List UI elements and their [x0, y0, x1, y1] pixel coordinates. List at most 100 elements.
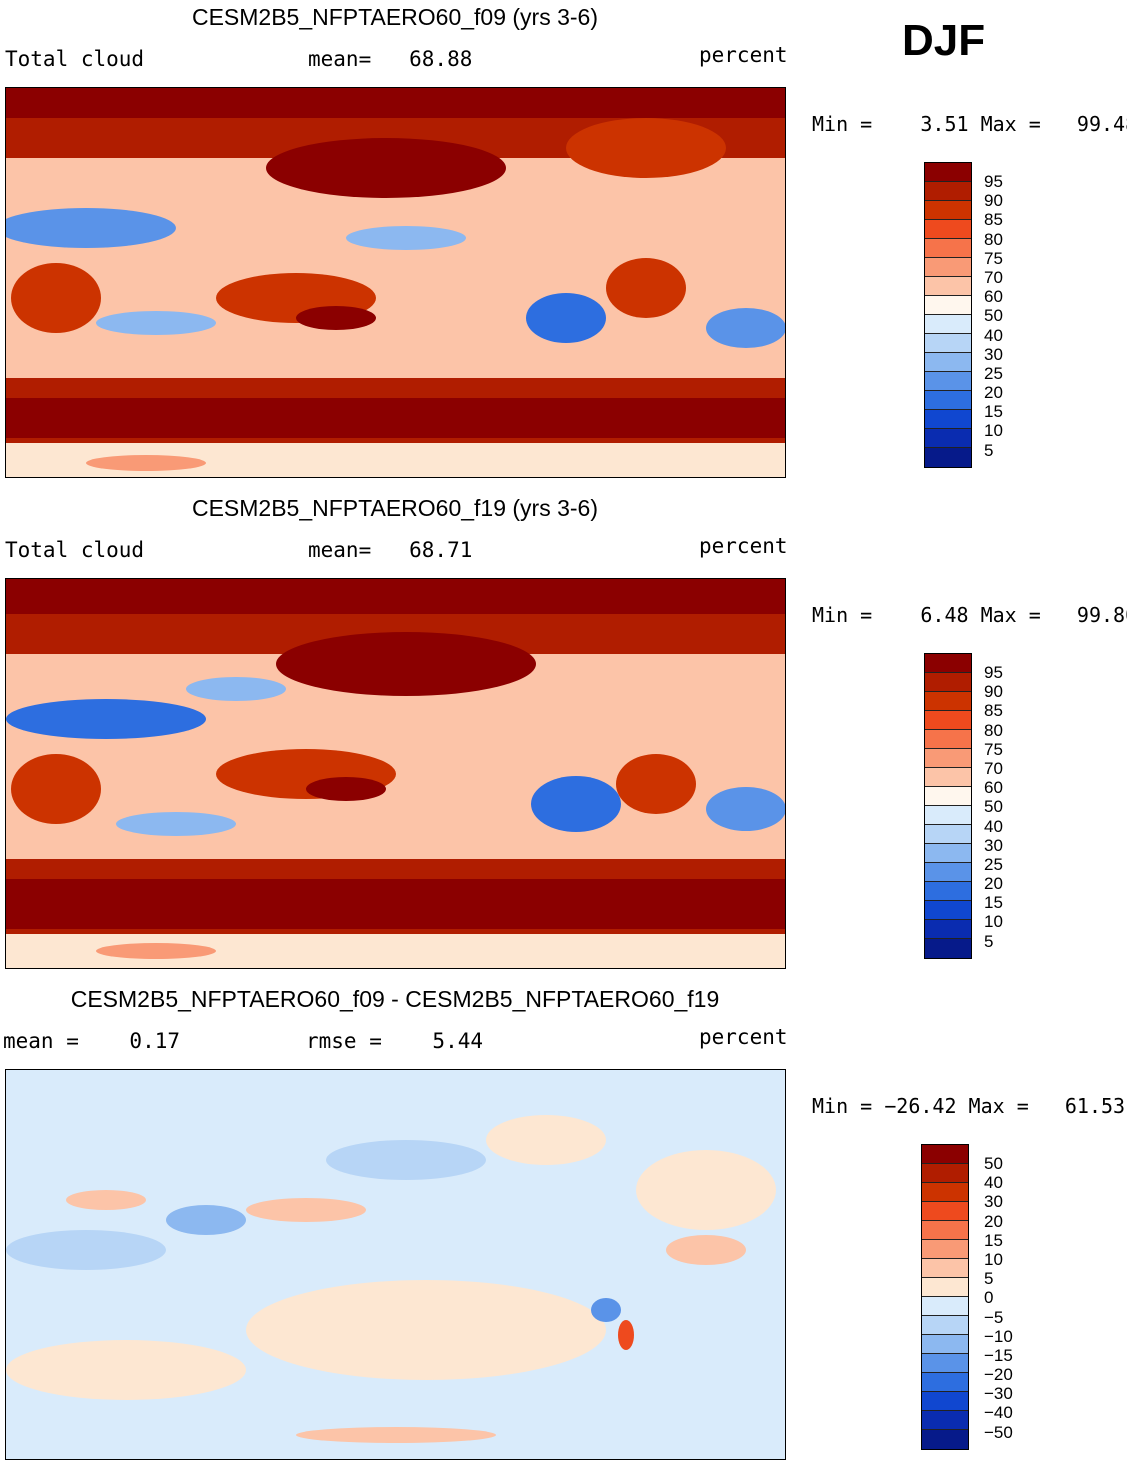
colorbar-swatch — [925, 239, 971, 258]
cloud-map — [5, 87, 786, 478]
colorbar-tick: 5 — [984, 1269, 994, 1289]
colorbar-swatch — [925, 654, 971, 673]
colorbar-swatch — [922, 1335, 968, 1354]
colorbar-swatch — [925, 730, 971, 749]
colorbar-tick: −15 — [984, 1345, 1013, 1365]
colorbar-swatch — [925, 768, 971, 787]
colorbar-swatch — [925, 787, 971, 806]
panel-title: CESM2B5_NFPTAERO60_f09 (yrs 3-6) — [191, 4, 599, 30]
colorbar-swatch — [925, 711, 971, 730]
colorbar-ticks: 95 90 85 80 75 70 60 50 40 30 25 20 15 1… — [984, 172, 1003, 460]
colorbar-swatch — [925, 296, 971, 315]
colorbar-swatch — [922, 1145, 968, 1164]
colorbar-swatch — [925, 939, 971, 958]
min-max-label: Min = 3.51 Max = 99.48 — [812, 112, 1127, 136]
colorbar-tick: 90 — [984, 682, 1003, 702]
colorbar — [921, 1144, 969, 1450]
colorbar-ticks: 95 90 85 80 75 70 60 50 40 30 25 20 15 1… — [984, 663, 1003, 951]
colorbar-tick: −20 — [984, 1365, 1013, 1385]
colorbar-swatch — [925, 749, 971, 768]
rmse-label: rmse = 5.44 — [306, 1029, 484, 1053]
colorbar-swatch — [922, 1202, 968, 1221]
colorbar-swatch — [925, 353, 971, 372]
colorbar-swatch — [922, 1164, 968, 1183]
units-label: percent — [699, 1025, 788, 1049]
colorbar-swatch — [925, 448, 971, 467]
colorbar-ticks: 50 40 30 20 15 10 5 0 −5 −10 −15 −20 −30… — [984, 1154, 1013, 1442]
colorbar-tick: 15 — [984, 1230, 1003, 1250]
colorbar-tick: 95 — [984, 172, 1003, 191]
colorbar-tick: 80 — [984, 720, 1003, 740]
colorbar-tick: −5 — [984, 1307, 1004, 1327]
colorbar-tick: 60 — [984, 778, 1003, 798]
min-max-label: Min = 6.48 Max = 99.80 — [812, 603, 1127, 627]
colorbar-tick: 5 — [984, 931, 994, 951]
colorbar-tick: 40 — [984, 816, 1003, 836]
units-label: percent — [699, 534, 788, 558]
colorbar-swatch — [925, 410, 971, 429]
colorbar-tick: 40 — [984, 1173, 1003, 1193]
colorbar-tick: 10 — [984, 421, 1003, 441]
colorbar-swatch — [925, 901, 971, 920]
colorbar-tick: 70 — [984, 267, 1003, 287]
variable-label: Total cloud — [5, 47, 145, 71]
colorbar-swatch — [925, 863, 971, 882]
colorbar-swatch — [925, 692, 971, 711]
colorbar-swatch — [925, 882, 971, 901]
colorbar-tick: 85 — [984, 210, 1003, 230]
colorbar-swatch — [925, 429, 971, 448]
colorbar-swatch — [925, 201, 971, 220]
colorbar-swatch — [925, 920, 971, 939]
colorbar-swatch — [925, 182, 971, 201]
colorbar-tick: 5 — [984, 440, 994, 460]
colorbar-tick: 80 — [984, 229, 1003, 249]
colorbar-swatch — [925, 163, 971, 182]
colorbar-swatch — [925, 673, 971, 692]
colorbar-swatch — [925, 806, 971, 825]
difference-map — [5, 1069, 786, 1460]
units-label: percent — [699, 43, 788, 67]
colorbar-tick: 50 — [984, 797, 1003, 817]
colorbar-swatch — [922, 1392, 968, 1411]
colorbar-tick: 20 — [984, 1211, 1003, 1231]
min-max-label: Min = −26.42 Max = 61.53 — [812, 1094, 1126, 1118]
colorbar-tick: 75 — [984, 739, 1003, 759]
panel-title: CESM2B5_NFPTAERO60_f19 (yrs 3-6) — [191, 495, 599, 521]
colorbar-tick: 40 — [984, 325, 1003, 345]
colorbar-tick: 75 — [984, 248, 1003, 268]
colorbar-swatch — [925, 220, 971, 239]
colorbar-tick: 30 — [984, 835, 1003, 855]
colorbar-swatch — [922, 1373, 968, 1392]
colorbar-tick: 60 — [984, 287, 1003, 307]
colorbar-swatch — [922, 1183, 968, 1202]
colorbar-tick: 10 — [984, 1249, 1003, 1269]
colorbar-swatch — [922, 1278, 968, 1297]
colorbar-tick: 70 — [984, 758, 1003, 778]
colorbar-tick: 0 — [984, 1288, 994, 1308]
colorbar-swatch — [922, 1316, 968, 1335]
colorbar-tick: 20 — [984, 383, 1003, 403]
colorbar-swatch — [925, 372, 971, 391]
colorbar-swatch — [925, 334, 971, 353]
colorbar-tick: −50 — [984, 1422, 1013, 1442]
colorbar-swatch — [922, 1430, 968, 1449]
colorbar-tick: −30 — [984, 1384, 1013, 1404]
colorbar-swatch — [925, 277, 971, 296]
panel-title: CESM2B5_NFPTAERO60_f09 - CESM2B5_NFPTAER… — [70, 986, 720, 1012]
colorbar-swatch — [925, 825, 971, 844]
colorbar-tick: 25 — [984, 854, 1003, 874]
colorbar-tick: −40 — [984, 1403, 1013, 1423]
colorbar-swatch — [925, 391, 971, 410]
colorbar-swatch — [922, 1297, 968, 1316]
colorbar-tick: 85 — [984, 701, 1003, 721]
colorbar-swatch — [922, 1259, 968, 1278]
colorbar-swatch — [922, 1354, 968, 1373]
colorbar-tick: 10 — [984, 912, 1003, 932]
colorbar-swatch — [925, 844, 971, 863]
colorbar-tick: 30 — [984, 1192, 1003, 1212]
season-label: DJF — [902, 16, 986, 65]
colorbar-tick: 15 — [984, 893, 1003, 913]
colorbar-tick: 15 — [984, 402, 1003, 422]
colorbar-swatch — [922, 1240, 968, 1259]
colorbar-tick: 25 — [984, 363, 1003, 383]
